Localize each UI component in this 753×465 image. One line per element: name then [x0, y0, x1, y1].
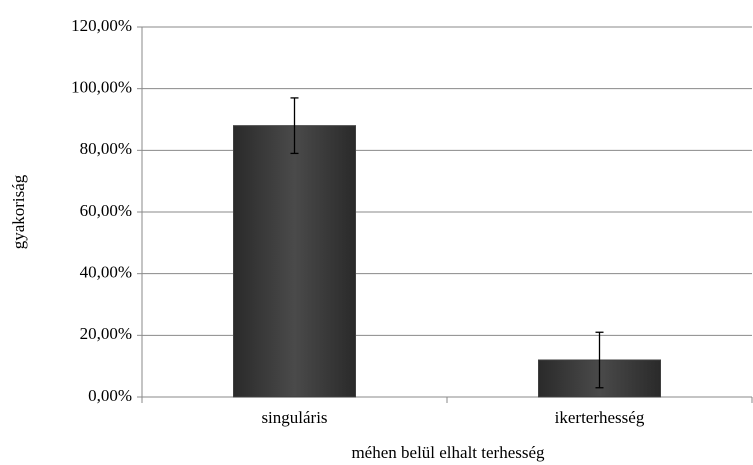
- y-tick-label: 100,00%: [71, 78, 132, 97]
- x-tick-label: singuláris: [261, 408, 327, 427]
- y-axis-title: gyakoriság: [9, 174, 28, 249]
- error-bar: [290, 97, 299, 155]
- x-tick-label: ikerterhesség: [555, 408, 645, 427]
- y-tick-label: 0,00%: [88, 386, 132, 405]
- y-tick-label: 20,00%: [80, 324, 132, 343]
- y-tick-label: 60,00%: [80, 201, 132, 220]
- x-axis-title: méhen belül elhalt terhesség: [351, 443, 545, 462]
- y-tick-label: 40,00%: [80, 263, 132, 282]
- bar: [233, 125, 356, 398]
- y-tick-label: 80,00%: [80, 139, 132, 158]
- error-bar: [595, 331, 604, 389]
- y-tick-label: 120,00%: [71, 16, 132, 35]
